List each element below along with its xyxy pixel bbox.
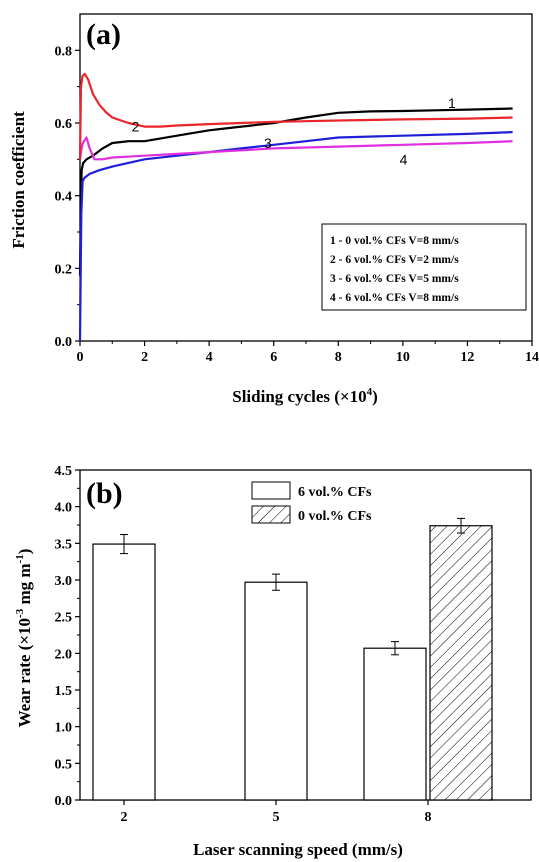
chart-a-x-tick-label: 8	[335, 350, 342, 365]
chart-b-bar-0vol-8	[429, 525, 493, 801]
chart-a-y-tick-label: 0.6	[55, 117, 73, 132]
chart-b: 0.0 0.5 1.0 1.5 2.0 2.5 3.0 3.5 4.0 4.5 2 5 8 6 vol.%…	[14, 464, 532, 859]
chart-b-x-tick-label: 2	[121, 810, 128, 825]
chart-b-bar-6vol-8	[363, 647, 427, 801]
chart-a-series-line-3	[78, 131, 513, 342]
chart-b-y-tick-label: 2.5	[55, 611, 73, 626]
chart-a-legend-entry-1: 1 - 0 vol.% CFs V=8 mm/s	[330, 235, 459, 247]
chart-b-x-tick-label: 8	[425, 810, 432, 825]
chart-b-y-axis-label: Wear rate (×10-3 mg m-1)	[14, 549, 34, 728]
chart-a-curve-label-1: 1	[448, 95, 456, 111]
chart-b-y-tick-label: 0.0	[55, 794, 73, 809]
chart-b-y-tick-label: 4.5	[55, 464, 73, 479]
chart-b-bar-6vol-2	[92, 543, 156, 801]
chart-b-y-tick-label: 0.5	[55, 757, 73, 772]
chart-a-series-line-2	[78, 72, 513, 160]
chart-a-y-tick-label: 0.0	[55, 335, 73, 350]
chart-b-bar-6vol-5	[244, 581, 308, 801]
chart-a-x-tick-label: 14	[525, 350, 539, 365]
chart-a-y-tick-label: 0.8	[55, 44, 73, 59]
chart-b-x-tick-label: 5	[273, 810, 280, 825]
chart-a-curve-label-4: 4	[400, 151, 408, 167]
chart-b-y-tick-label: 4.0	[55, 501, 73, 516]
chart-b-legend-entry: 0 vol.% CFs	[298, 509, 372, 524]
chart-b-legend-swatch	[251, 481, 291, 500]
chart-b-legend-swatch	[251, 505, 291, 524]
chart-b-plot-area: 0.0 0.5 1.0 1.5 2.0 2.5 3.0 3.5 4.0 4.5 2 5 8 6 vol.%…	[55, 464, 532, 825]
chart-a-x-tick-label: 2	[141, 350, 148, 365]
chart-b-y-tick-label: 3.0	[55, 574, 73, 589]
chart-a-legend-entry-2: 2 - 6 vol.% CFs V=2 mm/s	[330, 254, 459, 266]
chart-a-y-axis-label: Friction coefficient	[9, 111, 28, 249]
chart-a-curve-label-3: 3	[264, 135, 272, 151]
chart-a-x-tick-label: 0	[77, 350, 84, 365]
chart-a-legend-box	[321, 223, 527, 311]
chart-a-panel-label: (a)	[86, 18, 121, 51]
chart-a-x-axis-label: Sliding cycles (×104)	[232, 386, 378, 406]
chart-b-y-tick-label: 2.0	[55, 647, 73, 662]
chart-b-y-tick-label: 1.0	[55, 721, 73, 736]
chart-b-y-tick-label: 1.5	[55, 684, 73, 699]
chart-a-legend-entry-3: 3 - 6 vol.% CFs V=5 mm/s	[330, 273, 459, 285]
chart-b-x-axis-label: Laser scanning speed (mm/s)	[193, 840, 403, 859]
chart-a-x-tick-label: 6	[270, 350, 277, 365]
chart-a-series-line-1	[78, 107, 513, 276]
chart-a-x-tick-label: 4	[206, 350, 213, 365]
chart-b-panel-label: (b)	[86, 477, 123, 510]
chart-a-x-tick-label: 10	[396, 350, 410, 365]
chart-a-y-tick-label: 0.4	[55, 190, 73, 205]
chart-a-x-tick-label: 12	[460, 350, 474, 365]
chart-a-curve-label-2: 2	[132, 119, 140, 135]
chart-b-y-tick-label: 3.5	[55, 537, 73, 552]
chart-a-series-line-4	[78, 136, 513, 161]
chart-a-legend-entry-4: 4 - 6 vol.% CFs V=8 mm/s	[330, 292, 459, 304]
chart-a-y-tick-label: 0.2	[55, 262, 73, 277]
chart-b-legend-entry: 6 vol.% CFs	[298, 485, 372, 500]
